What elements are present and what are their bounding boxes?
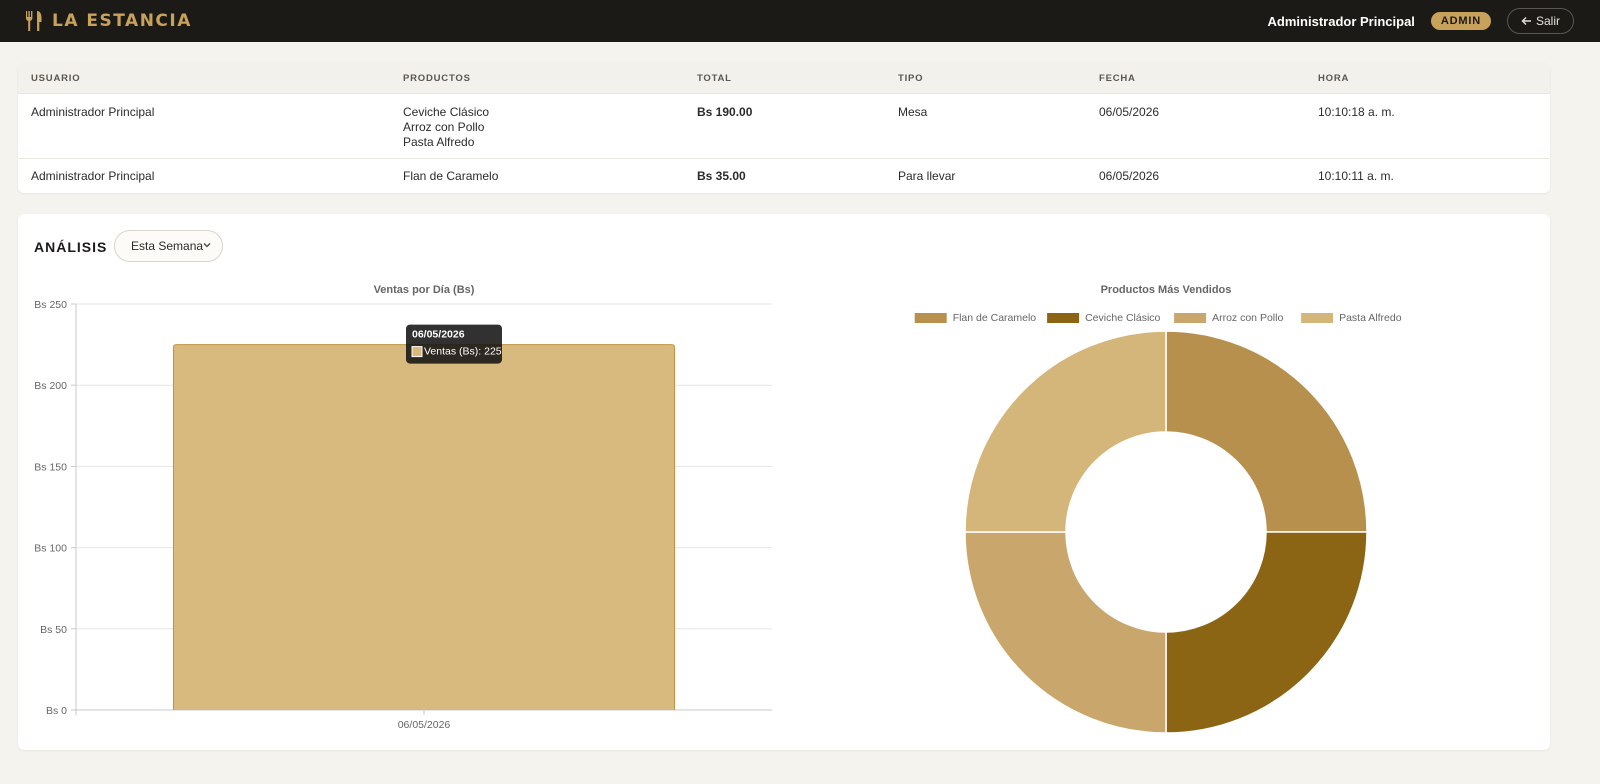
- cell-time: 10:10:11 a. m.: [1318, 169, 1394, 183]
- cell-products: Flan de Caramelo: [403, 169, 498, 184]
- y-tick-label: Bs 150: [34, 461, 67, 473]
- period-select[interactable]: Esta Semana: [114, 230, 223, 262]
- pie-slice: [1165, 330, 1368, 533]
- chart-title: Productos Más Vendidos: [1101, 284, 1232, 296]
- cell-total: Bs 190.00: [697, 105, 753, 119]
- role-badge: ADMIN: [1430, 12, 1491, 30]
- chart-title: Ventas por Día (Bs): [374, 284, 475, 296]
- legend-label: Pasta Alfredo: [1339, 312, 1402, 324]
- column-header-hora: HORA: [1318, 73, 1350, 84]
- cell-type: Mesa: [898, 105, 928, 119]
- legend-label: Arroz con Pollo: [1212, 312, 1283, 324]
- pie-slice: [1165, 531, 1368, 734]
- legend-swatch: [914, 313, 947, 323]
- product-item: Ceviche Clásico: [403, 105, 490, 119]
- legend-item: Pasta Alfredo: [1301, 312, 1402, 324]
- analysis-title: ANÁLISIS: [34, 239, 108, 255]
- y-tick-label: Bs 0: [46, 705, 67, 717]
- chevron-down-icon: [203, 243, 211, 248]
- cell-date: 06/05/2026: [1099, 169, 1160, 183]
- cell-products: Ceviche Clásico Arroz con Pollo Pasta Al…: [403, 105, 489, 150]
- legend-swatch: [1301, 313, 1334, 323]
- legend-swatch: [1174, 313, 1207, 323]
- legend-item: Flan de Caramelo: [914, 312, 1037, 324]
- utensils-icon: [25, 11, 42, 31]
- period-select-value: Esta Semana: [131, 239, 204, 253]
- brand-title: LA ESTANCIA: [52, 11, 192, 31]
- column-header-usuario: USUARIO: [31, 73, 81, 84]
- user-name: Administrador Principal: [1267, 13, 1415, 29]
- tooltip-label: Ventas (Bs): 225: [424, 346, 502, 358]
- y-tick-label: Bs 100: [34, 543, 67, 555]
- column-header-fecha: FECHA: [1099, 73, 1136, 84]
- column-header-tipo: TIPO: [898, 73, 924, 84]
- cell-date: 06/05/2026: [1099, 105, 1160, 119]
- y-tick-label: Bs 50: [40, 624, 67, 636]
- brand[interactable]: LA ESTANCIA: [24, 0, 192, 42]
- tooltip-title: 06/05/2026: [412, 329, 465, 341]
- x-tick-label: 06/05/2026: [398, 719, 451, 731]
- bar-chart[interactable]: Ventas por Día (Bs) Bs 0 Bs 50 Bs 100 Bs 150…: [18, 274, 788, 744]
- legend-item: Arroz con Pollo: [1174, 312, 1283, 324]
- cell-user: Administrador Principal: [31, 105, 155, 119]
- table-header: USUARIO PRODUCTOS TOTAL TIPO FECHA HORA: [18, 62, 1550, 94]
- legend-label: Ceviche Clásico: [1085, 312, 1160, 324]
- legend-label: Flan de Caramelo: [953, 312, 1037, 324]
- orders-table: USUARIO PRODUCTOS TOTAL TIPO FECHA HORA …: [18, 62, 1550, 193]
- logout-label: Salir: [1535, 14, 1560, 28]
- cell-type: Para llevar: [898, 169, 956, 183]
- tooltip-swatch: [411, 346, 423, 358]
- table-row[interactable]: Administrador Principal Ceviche Clásico …: [18, 94, 1550, 159]
- cell-total: Bs 35.00: [697, 169, 746, 183]
- chart-tooltip: 06/05/2026 Ventas (Bs): 225: [406, 324, 502, 364]
- y-tick-label: Bs 200: [34, 380, 67, 392]
- pie-chart[interactable]: Productos Más Vendidos Flan de Caramelo Ce…: [798, 274, 1550, 744]
- column-header-productos: PRODUCTOS: [403, 73, 471, 84]
- product-item: Pasta Alfredo: [403, 135, 475, 149]
- logout-button[interactable]: Salir: [1506, 8, 1574, 34]
- arrow-left-icon: [1521, 17, 1531, 25]
- product-item: Arroz con Pollo: [403, 120, 485, 134]
- legend-swatch: [1047, 313, 1080, 323]
- analysis-panel: ANÁLISIS Esta Semana Ventas por Día (Bs)…: [18, 214, 1550, 750]
- top-bar: LA ESTANCIA Administrador Principal ADMI…: [0, 0, 1600, 42]
- user-area: Administrador Principal ADMIN Salir: [1268, 0, 1574, 42]
- table-row[interactable]: Administrador Principal Flan de Caramelo…: [18, 159, 1550, 193]
- product-item: Flan de Caramelo: [403, 169, 499, 183]
- pie-slice: [964, 330, 1167, 533]
- legend-item: Ceviche Clásico: [1047, 312, 1161, 324]
- cell-user: Administrador Principal: [31, 169, 155, 183]
- column-header-total: TOTAL: [697, 73, 732, 84]
- y-tick-label: Bs 250: [34, 299, 67, 311]
- cell-time: 10:10:18 a. m.: [1318, 105, 1395, 119]
- pie-slice: [964, 531, 1167, 734]
- tooltip-box: [406, 324, 502, 364]
- bar: [172, 344, 676, 710]
